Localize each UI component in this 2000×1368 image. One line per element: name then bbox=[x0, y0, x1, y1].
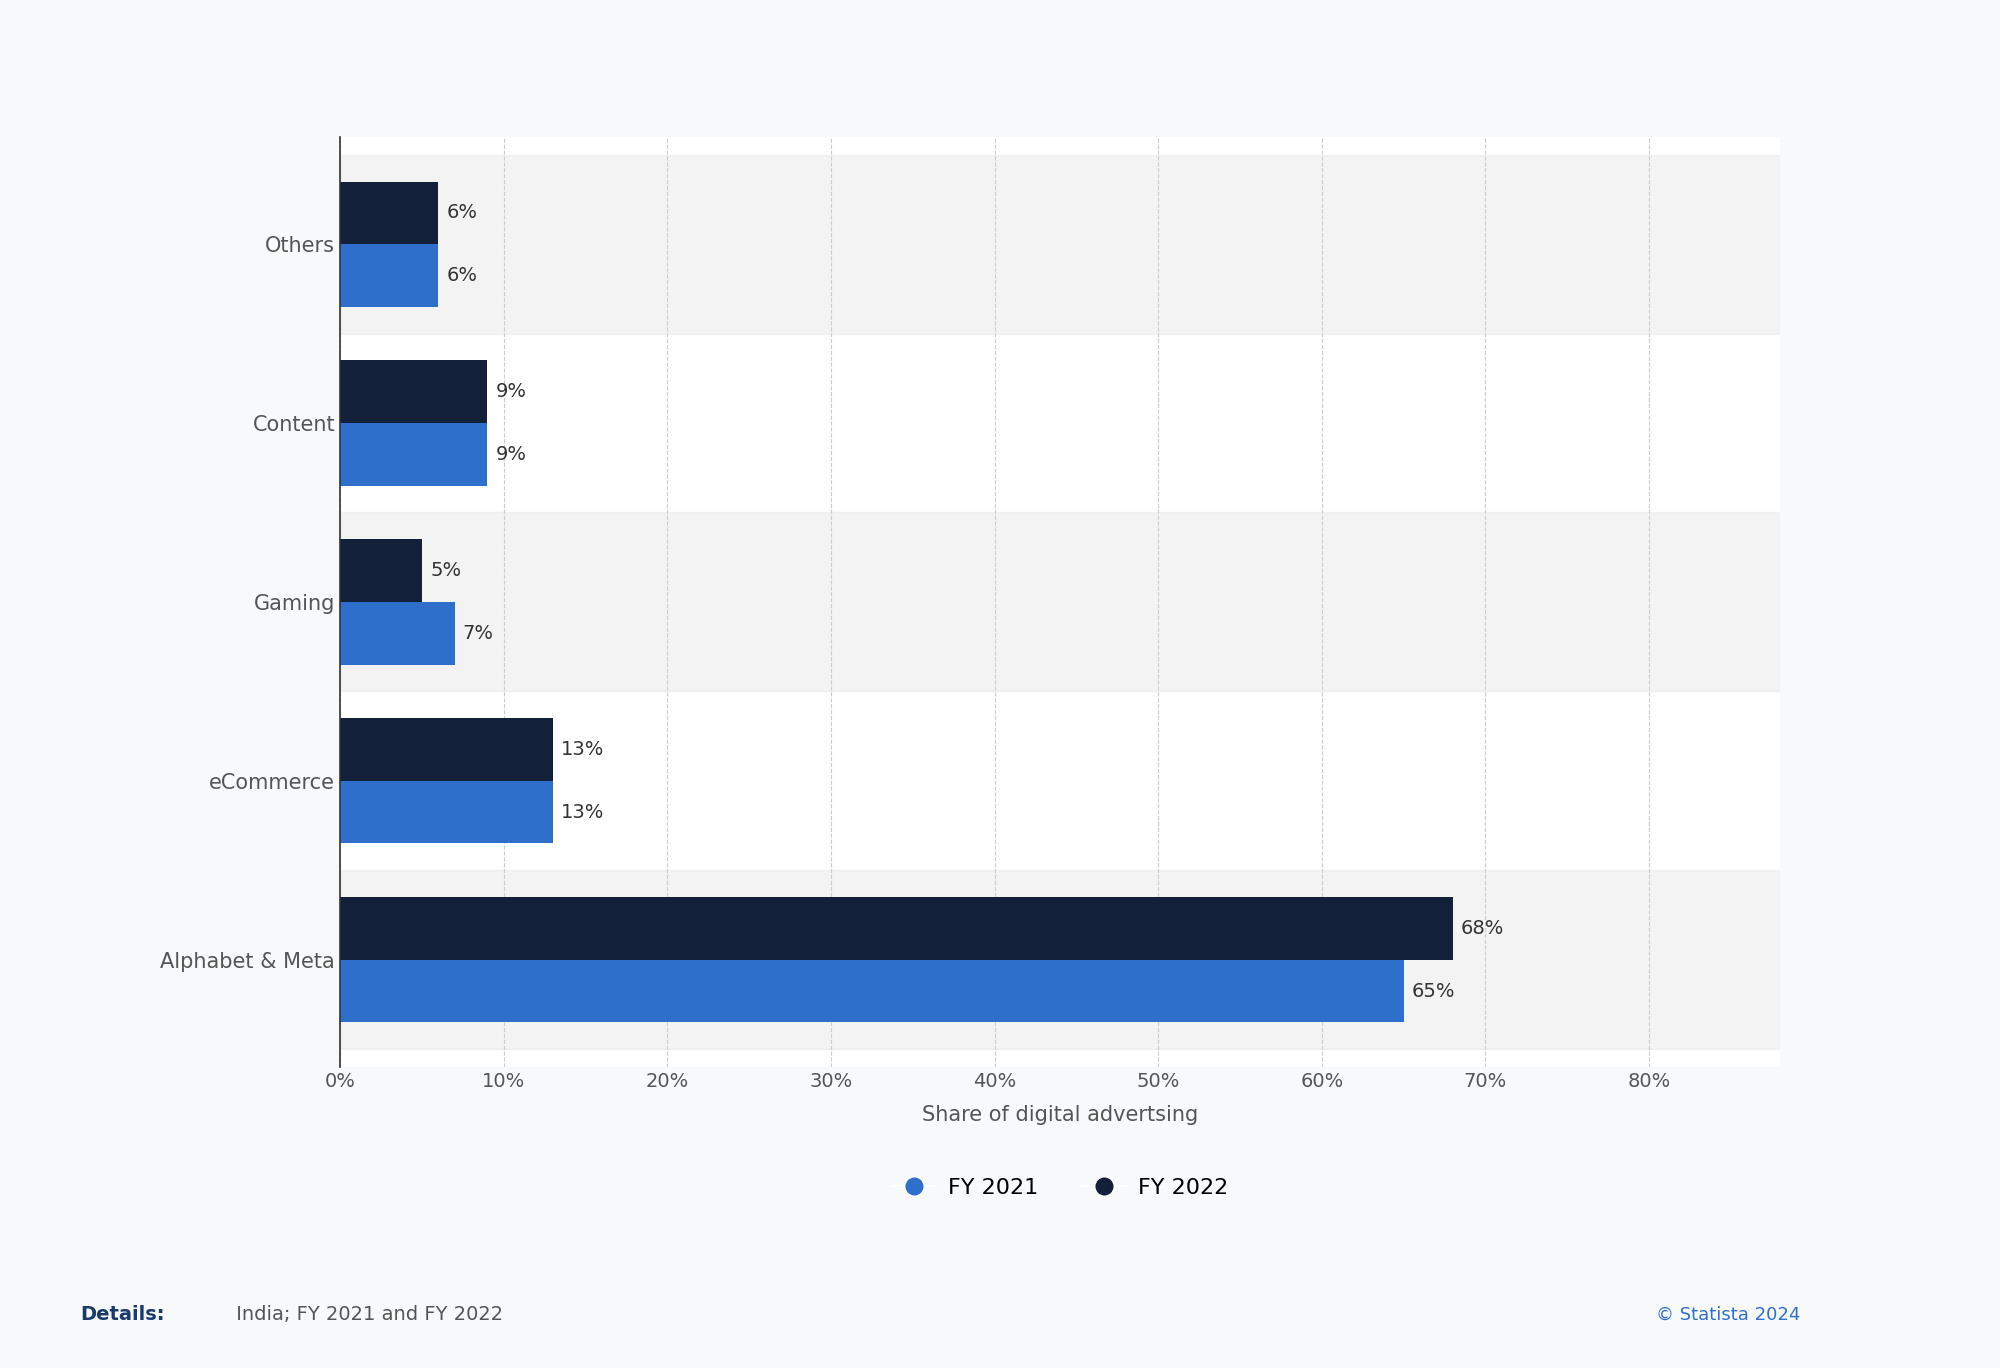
Bar bbox=[340, 539, 422, 602]
Bar bbox=[340, 897, 1452, 960]
Bar bbox=[340, 182, 438, 244]
Text: 65%: 65% bbox=[1412, 981, 1456, 1000]
Bar bbox=[340, 602, 454, 665]
Bar bbox=[340, 960, 1404, 1022]
Bar bbox=[340, 244, 438, 306]
Text: 6%: 6% bbox=[446, 265, 478, 285]
X-axis label: Share of digital advertsing: Share of digital advertsing bbox=[922, 1105, 1198, 1124]
Text: Details:: Details: bbox=[80, 1305, 164, 1324]
Bar bbox=[340, 781, 552, 844]
Text: 5%: 5% bbox=[430, 561, 462, 580]
Text: 6%: 6% bbox=[446, 204, 478, 223]
Bar bbox=[340, 155, 1780, 334]
Text: 13%: 13% bbox=[560, 803, 604, 822]
Text: 7%: 7% bbox=[462, 624, 494, 643]
Bar bbox=[340, 870, 1780, 1049]
Text: 68%: 68% bbox=[1460, 919, 1504, 938]
Bar bbox=[340, 513, 1780, 691]
Text: India; FY 2021 and FY 2022: India; FY 2021 and FY 2022 bbox=[230, 1305, 504, 1324]
Text: 9%: 9% bbox=[496, 382, 526, 401]
Text: © Statista 2024: © Statista 2024 bbox=[1656, 1306, 1800, 1324]
Bar bbox=[340, 423, 488, 486]
Text: 13%: 13% bbox=[560, 740, 604, 759]
Legend: FY 2021, FY 2022: FY 2021, FY 2022 bbox=[884, 1168, 1236, 1207]
Text: 9%: 9% bbox=[496, 445, 526, 464]
Bar bbox=[340, 360, 488, 423]
Bar bbox=[340, 718, 552, 781]
